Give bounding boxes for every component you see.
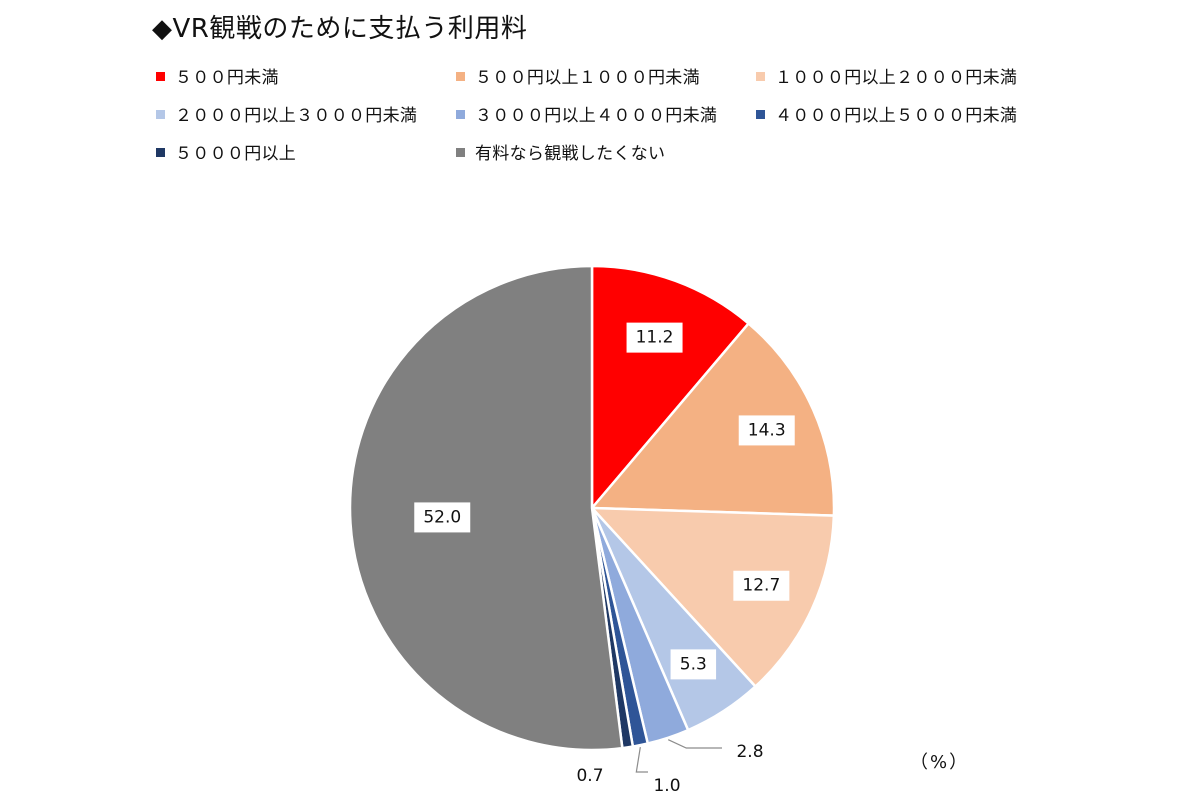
data-label-box bbox=[733, 570, 790, 601]
legend: ５００円未満 ５００円以上１０００円未満 １０００円以上２０００円未満 ２０００円以上… bbox=[156, 64, 1156, 184]
legend-item: ５００円以上１０００円未満 bbox=[456, 64, 700, 92]
data-label: 1.0 bbox=[653, 776, 680, 796]
data-label: 14.3 bbox=[738, 415, 795, 446]
legend-item: ３０００円以上４０００円未満 bbox=[456, 102, 717, 130]
legend-swatch bbox=[156, 109, 165, 119]
data-label-text: 2.8 bbox=[736, 742, 763, 762]
legend-swatch bbox=[756, 71, 765, 81]
data-label-box bbox=[414, 502, 471, 533]
data-label: 12.7 bbox=[733, 570, 790, 601]
data-label: 11.2 bbox=[626, 322, 683, 353]
pie-slice bbox=[348, 264, 624, 752]
legend-label: ３０００円以上４０００円未満 bbox=[475, 106, 718, 126]
pie-slice bbox=[590, 506, 836, 688]
data-label: 0.7 bbox=[576, 766, 603, 786]
data-label-box bbox=[626, 322, 683, 353]
leader-line bbox=[635, 747, 648, 773]
unit-label: （%） bbox=[910, 752, 970, 773]
data-label-text: 5.3 bbox=[680, 654, 707, 674]
chart-title: ◆VR観戦のために支払う利用料 bbox=[152, 14, 528, 44]
data-label-box bbox=[670, 649, 717, 680]
data-label-text: 0.7 bbox=[576, 766, 603, 786]
legend-item: ２０００円以上３０００円未満 bbox=[156, 102, 417, 130]
legend-swatch bbox=[456, 109, 465, 119]
pie-slices bbox=[348, 264, 836, 752]
data-label: 2.8 bbox=[736, 742, 763, 762]
legend-label: ４０００円以上５０００円未満 bbox=[775, 106, 1018, 126]
legend-item: ５０００円以上 bbox=[156, 140, 296, 168]
legend-item: ５００円未満 bbox=[156, 64, 279, 92]
legend-label: ５００円以上１０００円未満 bbox=[475, 68, 700, 88]
data-label: 52.0 bbox=[414, 502, 471, 533]
pie-slice bbox=[590, 322, 836, 517]
legend-label: ５０００円以上 bbox=[175, 144, 297, 164]
leader-lines bbox=[635, 739, 722, 773]
data-label-text: 1.0 bbox=[653, 776, 680, 796]
legend-item: １０００円以上２０００円未満 bbox=[756, 64, 1017, 92]
data-label-text: 11.2 bbox=[636, 328, 674, 348]
data-label-box bbox=[738, 415, 795, 446]
legend-swatch bbox=[156, 71, 165, 81]
legend-swatch bbox=[456, 71, 465, 81]
legend-swatch bbox=[156, 147, 165, 157]
legend-label: ５００円未満 bbox=[175, 68, 279, 88]
leader-line bbox=[667, 739, 722, 749]
legend-swatch bbox=[456, 147, 465, 157]
data-labels: 11.2 14.3 12.7 5.3 52.0 2.8 1.0 0.7 bbox=[414, 322, 795, 796]
legend-label: ２０００円以上３０００円未満 bbox=[175, 106, 418, 126]
legend-label: １０００円以上２０００円未満 bbox=[775, 68, 1018, 88]
data-label-text: 14.3 bbox=[748, 420, 786, 440]
legend-item: ４０００円以上５０００円未満 bbox=[756, 102, 1017, 130]
data-label-text: 52.0 bbox=[423, 507, 461, 527]
legend-item: 有料なら観戦したくない bbox=[456, 140, 665, 168]
data-label: 5.3 bbox=[670, 649, 717, 680]
data-label-text: 12.7 bbox=[742, 576, 780, 596]
legend-label: 有料なら観戦したくない bbox=[475, 144, 666, 164]
legend-swatch bbox=[756, 109, 765, 119]
